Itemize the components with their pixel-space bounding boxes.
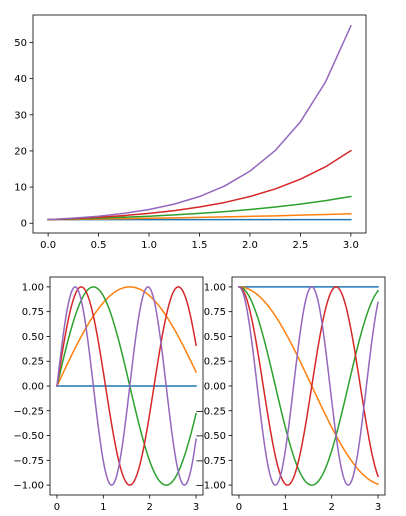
sine-series-line-4 [56,286,197,486]
cosine-x-tick-label: 2 [328,502,334,513]
cosine-x-tick-label: 1 [282,502,288,513]
cosine-series-line-1 [238,286,379,486]
exponential-series-line-4 [47,24,352,221]
cosine-series-line-3 [238,286,380,486]
cosine-y-tick-label: 0.75 [204,307,226,318]
sine-x-tick-label: 1 [100,502,106,513]
exponential-series-line-2 [47,195,352,221]
sine-x-tick-label: 3 [193,502,199,513]
sine-x-tick-label: 2 [146,502,152,513]
sine-series-line-3 [56,286,197,486]
sine-series-line-2 [56,286,197,486]
sine-y-tick-label: 0.75 [22,307,44,318]
sine-y-tick-label: −0.25 [13,406,44,417]
cosine-series-line-4 [238,286,379,486]
sine-series-group [55,286,198,486]
sine-y-tick-label: −0.50 [13,431,44,442]
exponential-y-tick-label: 0 [21,219,27,230]
cosine-chart: 0 1 2 3 −1.00 −0.75 −0.50 −0.25 0.00 0.25 0.50 0.75… [195,276,386,513]
cosine-y-tick-label: −0.50 [195,431,226,442]
exponential-x-tick-label: 0.5 [91,240,107,251]
exponential-y-tick-label: 40 [14,74,27,85]
cosine-series-line-2 [238,286,380,486]
exponential-x-tick-label: 1.0 [141,240,157,251]
exponential-y-tick-label: 10 [14,183,27,194]
cosine-x-tick-label: 3 [375,502,381,513]
sine-chart: 0 1 2 3 −1.00 −0.75 −0.50 −0.25 0.00 0.25 0.50 0.75… [13,276,204,513]
sine-y-tick-label: 0.50 [22,332,44,343]
exponential-x-tick-label: 1.5 [192,240,208,251]
cosine-y-tick-label: −1.00 [195,481,226,492]
exponential-series-line-1 [47,213,352,221]
exponential-y-tick-label: 20 [14,146,27,157]
exponential-x-tick-label: 3.0 [343,240,359,251]
exponential-x-tick-label: 2.5 [292,240,308,251]
sine-y-tick-label: −1.00 [13,481,44,492]
sine-y-tick-label: 1.00 [22,282,44,293]
exponential-x-tick-label: 2.0 [242,240,258,251]
sine-y-tick-label: 0.00 [22,382,44,393]
sine-y-tick-label: −0.75 [13,456,44,467]
sine-series-line-1 [55,286,198,387]
cosine-y-tick-label: 0.25 [204,357,226,368]
exponential-series-line-3 [47,149,352,221]
cosine-x-tick-label: 0 [236,502,242,513]
sine-x-tick-label: 0 [54,502,60,513]
cosine-y-tick-label: −0.75 [195,456,226,467]
exponential-y-tick-label: 50 [14,38,27,49]
cosine-y-tick-label: 0.50 [204,332,226,343]
exponential-series-group [47,24,352,221]
cosine-series-group [238,286,380,486]
cosine-y-tick-label: 1.00 [204,282,226,293]
sine-y-tick-label: 0.25 [22,357,44,368]
exponential-x-tick-label: 0.0 [40,240,56,251]
exponential-chart: 0.0 0.5 1.0 1.5 2.0 2.5 3.0 0 10 20 30 40 50 [14,14,367,251]
cosine-y-tick-label: −0.25 [195,406,226,417]
exponential-y-tick-label: 30 [14,110,27,121]
cosine-y-tick-label: 0.00 [204,382,226,393]
